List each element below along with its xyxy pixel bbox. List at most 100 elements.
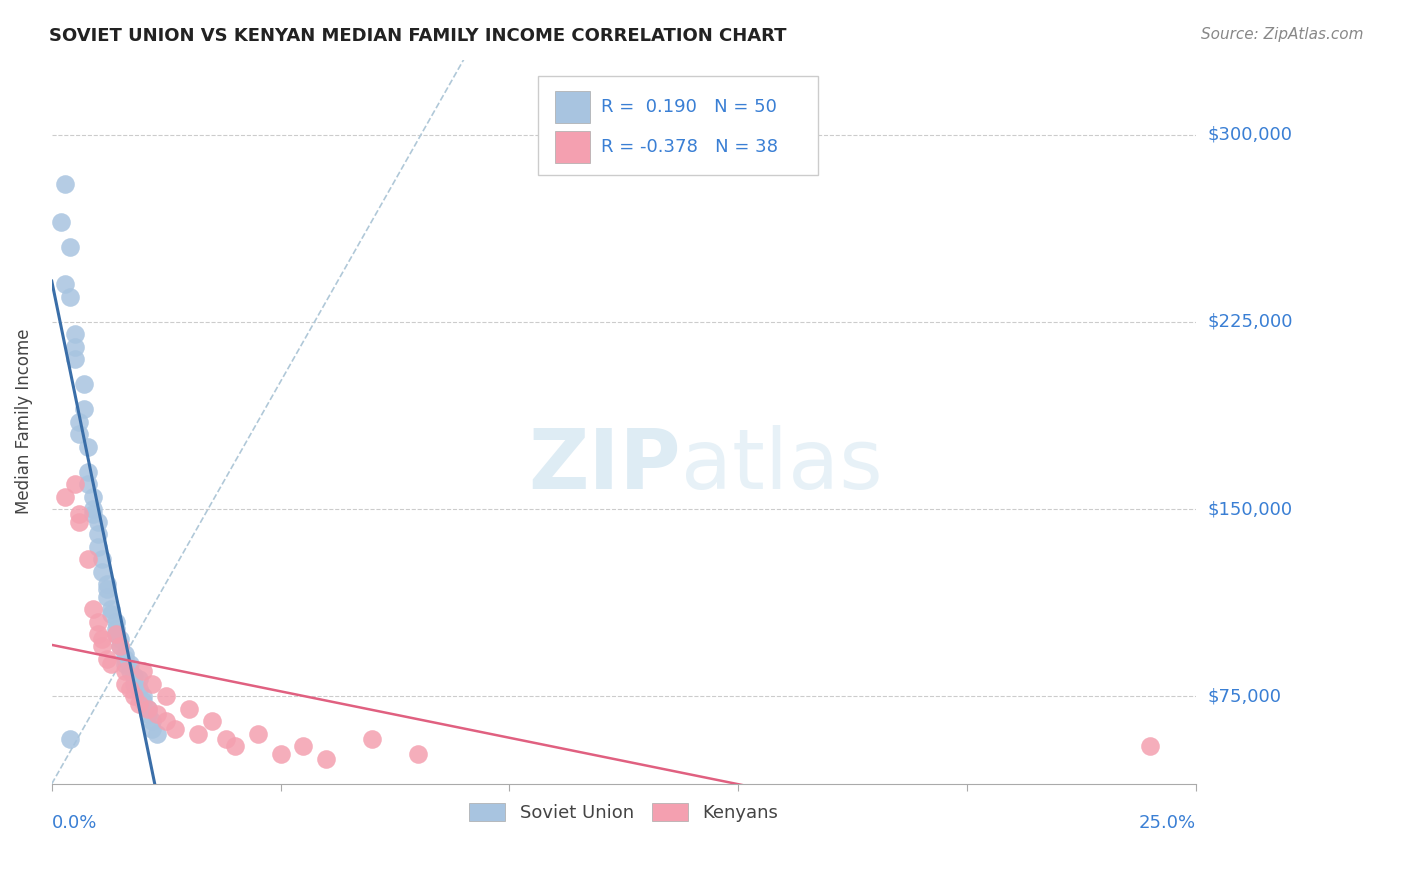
Y-axis label: Median Family Income: Median Family Income bbox=[15, 329, 32, 515]
Point bbox=[104, 627, 127, 641]
Point bbox=[122, 677, 145, 691]
Point bbox=[86, 527, 108, 541]
Point bbox=[292, 739, 315, 754]
Point bbox=[86, 540, 108, 554]
Point bbox=[136, 706, 159, 721]
Point bbox=[270, 747, 292, 761]
Text: $75,000: $75,000 bbox=[1208, 688, 1281, 706]
Legend: Soviet Union, Kenyans: Soviet Union, Kenyans bbox=[463, 796, 786, 830]
Point bbox=[82, 502, 104, 516]
Point bbox=[155, 714, 177, 729]
Point bbox=[141, 677, 163, 691]
Point bbox=[215, 731, 238, 746]
Point bbox=[77, 552, 100, 566]
Point bbox=[114, 657, 136, 671]
Point bbox=[136, 702, 159, 716]
Text: R = -0.378   N = 38: R = -0.378 N = 38 bbox=[600, 138, 778, 156]
Point bbox=[86, 515, 108, 529]
Point bbox=[114, 647, 136, 661]
FancyBboxPatch shape bbox=[555, 131, 589, 163]
Point bbox=[141, 714, 163, 729]
Point bbox=[128, 672, 150, 686]
Point bbox=[77, 440, 100, 454]
Point bbox=[67, 515, 90, 529]
Point bbox=[100, 657, 122, 671]
Point bbox=[114, 652, 136, 666]
Point bbox=[63, 340, 86, 354]
Point bbox=[201, 714, 224, 729]
Point bbox=[82, 602, 104, 616]
Text: $225,000: $225,000 bbox=[1208, 313, 1292, 331]
Point bbox=[73, 402, 96, 417]
Text: 0.0%: 0.0% bbox=[52, 814, 97, 832]
FancyBboxPatch shape bbox=[538, 76, 818, 176]
Point bbox=[59, 731, 82, 746]
Point bbox=[361, 731, 384, 746]
Point bbox=[128, 681, 150, 696]
Point bbox=[118, 665, 141, 679]
Point bbox=[110, 640, 132, 654]
Text: SOVIET UNION VS KENYAN MEDIAN FAMILY INCOME CORRELATION CHART: SOVIET UNION VS KENYAN MEDIAN FAMILY INC… bbox=[49, 27, 787, 45]
Point bbox=[67, 507, 90, 521]
Point bbox=[91, 565, 114, 579]
Point bbox=[100, 602, 122, 616]
Point bbox=[122, 669, 145, 683]
FancyBboxPatch shape bbox=[555, 91, 589, 122]
Point bbox=[224, 739, 246, 754]
Point bbox=[55, 178, 77, 192]
Point bbox=[104, 627, 127, 641]
Text: 25.0%: 25.0% bbox=[1139, 814, 1197, 832]
Point bbox=[118, 681, 141, 696]
Point bbox=[104, 622, 127, 636]
Text: R =  0.190   N = 50: R = 0.190 N = 50 bbox=[600, 98, 778, 116]
Point bbox=[55, 277, 77, 292]
Point bbox=[114, 677, 136, 691]
Point bbox=[82, 490, 104, 504]
Point bbox=[315, 752, 337, 766]
Point bbox=[110, 640, 132, 654]
Point bbox=[82, 507, 104, 521]
Point bbox=[91, 552, 114, 566]
Point bbox=[132, 694, 155, 708]
Point bbox=[91, 640, 114, 654]
Point bbox=[114, 665, 136, 679]
Point bbox=[91, 632, 114, 646]
Point bbox=[122, 690, 145, 704]
Point bbox=[96, 590, 118, 604]
Text: ZIP: ZIP bbox=[529, 425, 681, 506]
Point bbox=[63, 327, 86, 342]
Point bbox=[146, 727, 169, 741]
Point bbox=[86, 627, 108, 641]
Point bbox=[187, 727, 209, 741]
Point bbox=[55, 490, 77, 504]
Point bbox=[73, 377, 96, 392]
Point bbox=[77, 477, 100, 491]
Point bbox=[96, 582, 118, 596]
Point bbox=[246, 727, 269, 741]
Point bbox=[96, 652, 118, 666]
Text: $300,000: $300,000 bbox=[1208, 126, 1292, 144]
Text: Source: ZipAtlas.com: Source: ZipAtlas.com bbox=[1201, 27, 1364, 42]
Point bbox=[136, 702, 159, 716]
Point bbox=[132, 665, 155, 679]
Point bbox=[67, 415, 90, 429]
Point bbox=[406, 747, 429, 761]
Point bbox=[77, 465, 100, 479]
Point bbox=[155, 690, 177, 704]
Point bbox=[146, 706, 169, 721]
Point bbox=[86, 615, 108, 629]
Point bbox=[59, 240, 82, 254]
Point bbox=[63, 352, 86, 367]
Point bbox=[128, 697, 150, 711]
Point bbox=[177, 702, 200, 716]
Point bbox=[96, 577, 118, 591]
Point bbox=[132, 690, 155, 704]
Point bbox=[165, 722, 187, 736]
Point bbox=[1139, 739, 1161, 754]
Text: atlas: atlas bbox=[681, 425, 883, 506]
Point bbox=[141, 722, 163, 736]
Point bbox=[118, 657, 141, 671]
Text: $150,000: $150,000 bbox=[1208, 500, 1292, 518]
Point bbox=[100, 607, 122, 621]
Point bbox=[59, 290, 82, 304]
